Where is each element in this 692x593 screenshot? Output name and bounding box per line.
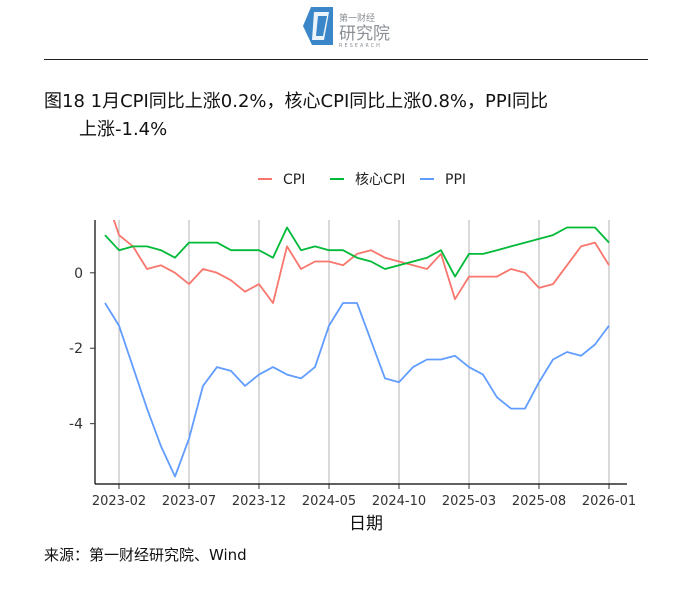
x-tick-label: 2023-12 bbox=[232, 494, 286, 509]
chart-legend: CPI 核心CPI PPI bbox=[258, 172, 466, 188]
y-tick-label: 0 bbox=[74, 266, 83, 282]
y-tick-label: -2 bbox=[69, 341, 83, 357]
x-axis-ticks: 2023-02 2023-07 2023-12 2024-05 2024-10 2025-… bbox=[92, 484, 636, 509]
logo-line1: 第一财经 bbox=[339, 12, 375, 24]
chart-axes bbox=[94, 220, 627, 485]
figure-title-line1: 图18 1月CPI同比上涨0.2%，核心CPI同比上涨0.8%，PPI同比 bbox=[44, 91, 549, 112]
x-tick-label: 2026-01 bbox=[582, 494, 636, 509]
inflation-line-chart: CPI 核心CPI PPI 0-2-4 2023-02 2023-07 2023-12 2… bbox=[69, 172, 636, 534]
header-divider bbox=[44, 59, 648, 60]
x-tick-label: 2025-03 bbox=[442, 494, 496, 509]
y-axis-ticks: 0 -2 -4 bbox=[69, 266, 95, 433]
x-tick-label: 2023-02 bbox=[92, 494, 146, 509]
logo-subtitle: RESEARCH bbox=[339, 43, 382, 49]
series-line-ppi bbox=[104, 302, 610, 478]
x-tick-label: 2023-07 bbox=[162, 494, 216, 509]
legend-label: 核心CPI bbox=[355, 172, 405, 188]
series-line-cpi bbox=[112, 220, 610, 304]
x-axis-label: 日期 bbox=[349, 514, 383, 534]
logo-main-text: 研究院 bbox=[339, 24, 390, 44]
x-tick-label: 2025-08 bbox=[512, 494, 566, 509]
series-line-core-cpi bbox=[104, 226, 610, 278]
research-institute-logo: 第一财经 研究院 RESEARCH bbox=[303, 7, 390, 49]
x-tick-label: 2024-10 bbox=[372, 494, 426, 509]
x-tick-label: 2024-05 bbox=[302, 494, 356, 509]
series-lines bbox=[104, 220, 610, 478]
figure-title-line2: 上涨-1.4% bbox=[79, 119, 168, 140]
logo-emblem bbox=[303, 7, 333, 45]
legend-label: CPI bbox=[283, 172, 305, 188]
source-note: 来源：第一财经研究院、Wind bbox=[44, 546, 247, 564]
figure-title: 图18 1月CPI同比上涨0.2%，核心CPI同比上涨0.8%，PPI同比 上涨… bbox=[44, 88, 644, 144]
legend-label: PPI bbox=[445, 172, 466, 188]
y-tick-label: -4 bbox=[69, 417, 83, 433]
